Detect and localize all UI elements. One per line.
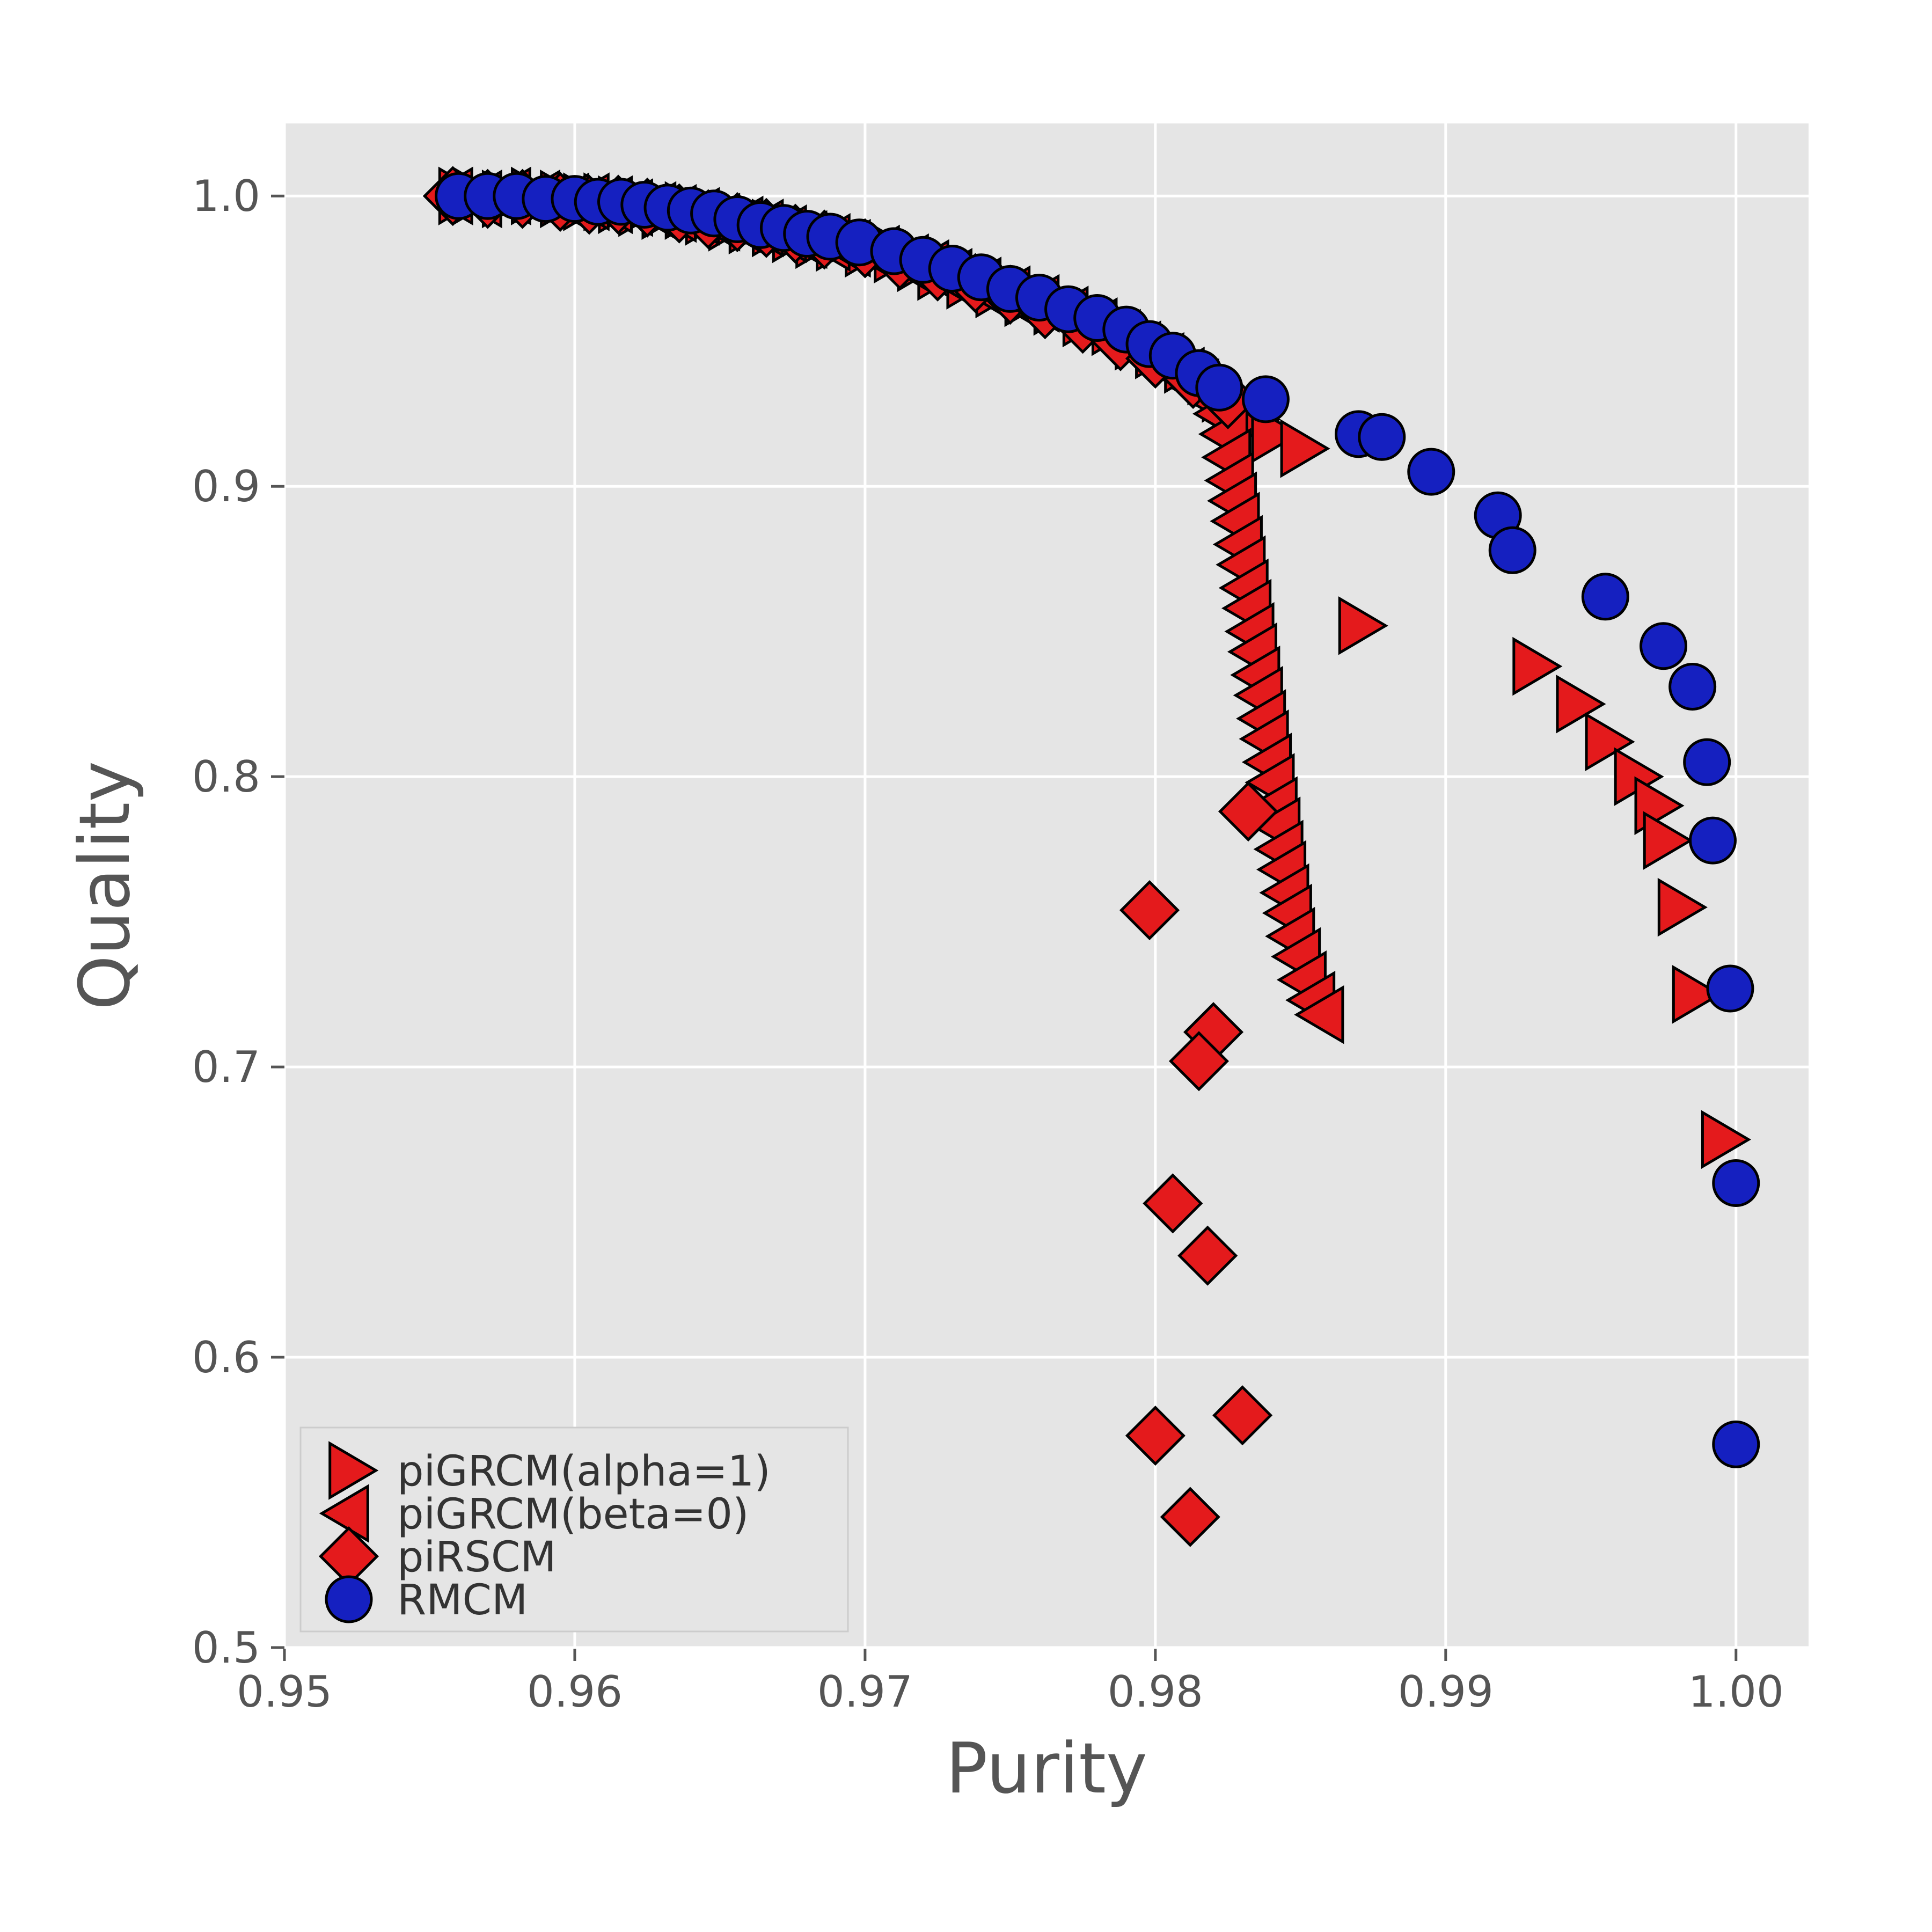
xtick-label: 0.99 (1398, 1667, 1494, 1717)
xtick-label: 0.96 (527, 1667, 623, 1717)
chart-container: 0.95 0.96 0.97 0.98 0.99 1.00 0.5 0.6 0.7 0.8 0.9 1… (0, 0, 1932, 1932)
scatter-chart: 0.95 0.96 0.97 0.98 0.99 1.00 0.5 0.6 0.7 0.8 0.9 1… (0, 0, 1932, 1932)
ytick-label: 0.6 (192, 1333, 260, 1382)
ytick-label: 0.8 (192, 752, 260, 802)
xtick-label: 0.97 (817, 1667, 913, 1717)
legend-label: piGRCM(beta=0) (397, 1490, 749, 1539)
xtick-label: 0.98 (1108, 1667, 1203, 1717)
y-axis-label: Quality (64, 761, 145, 1011)
ytick-label: 0.7 (192, 1042, 260, 1092)
legend: piGRCM(alpha=1)piGRCM(beta=0)piRSCMRMCM (301, 1428, 848, 1631)
legend-label: piRSCM (397, 1533, 557, 1582)
xtick-label: 0.95 (237, 1667, 332, 1717)
ytick-label: 0.9 (192, 462, 260, 511)
plot-area (284, 123, 1809, 1648)
legend-label: piGRCM(alpha=1) (397, 1447, 771, 1496)
x-axis-label: Purity (946, 1728, 1147, 1809)
ytick-label: 0.5 (192, 1623, 260, 1673)
ytick-label: 1.0 (192, 171, 260, 221)
legend-label: RMCM (397, 1576, 528, 1624)
xtick-label: 1.00 (1688, 1667, 1784, 1717)
